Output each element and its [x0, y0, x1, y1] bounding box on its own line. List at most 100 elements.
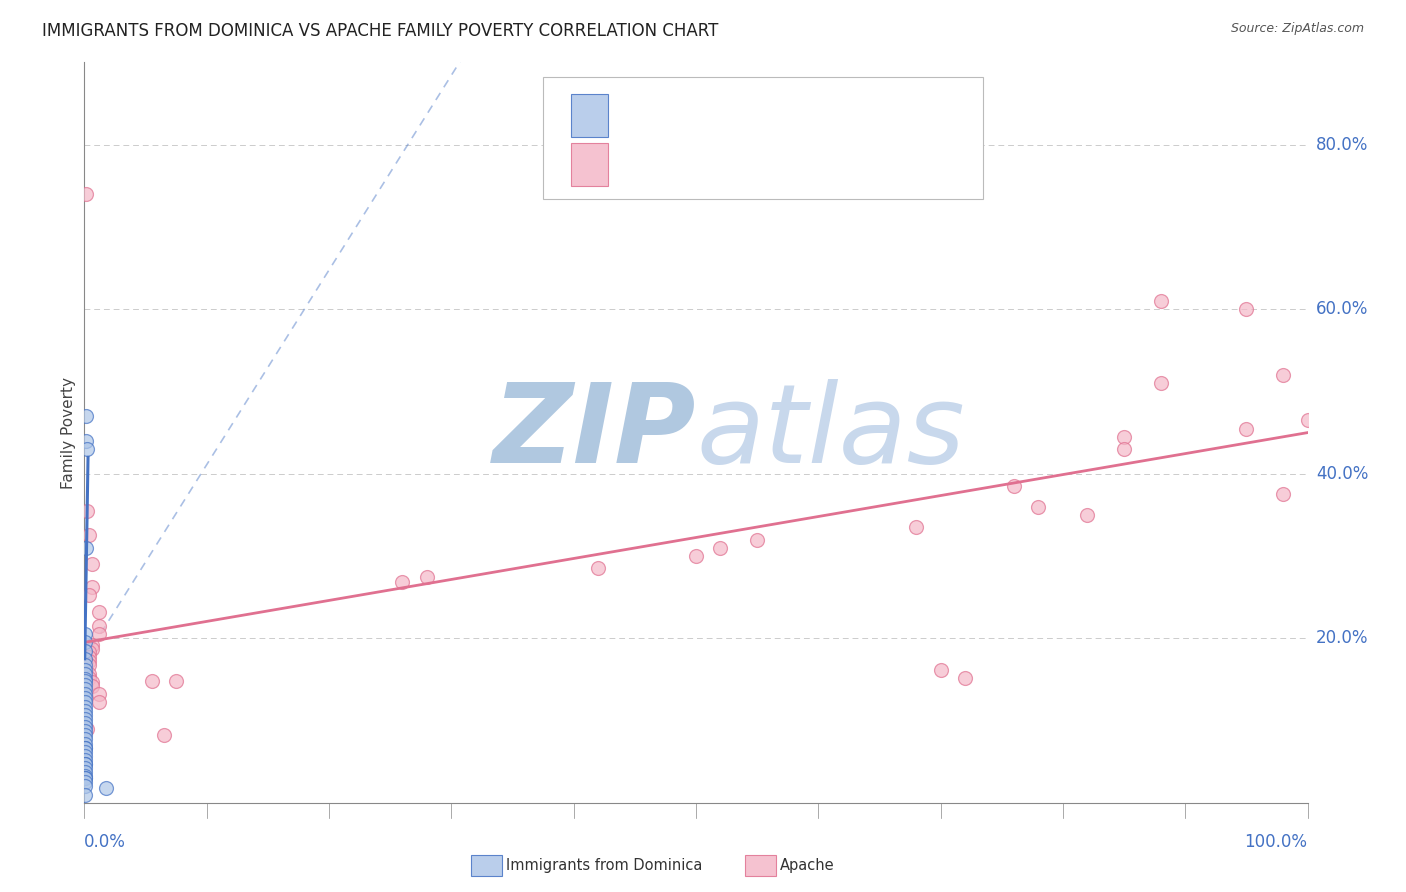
Point [75, 434, 97, 448]
Text: 100.0%: 100.0% [1244, 833, 1308, 851]
Text: 60.0%: 60.0% [1316, 301, 1368, 318]
Point [1272, 368, 1295, 382]
Point [75, 712, 97, 726]
Text: 20.0%: 20.0% [1316, 629, 1368, 648]
Point [73, 737, 96, 751]
Point [1002, 479, 1025, 493]
Point [77, 666, 100, 681]
Point [586, 561, 609, 575]
Point [76, 722, 98, 736]
Point [87, 605, 110, 619]
Point [75, 695, 97, 709]
Point [73, 728, 96, 742]
Point [1150, 376, 1173, 391]
Point [73, 732, 96, 747]
Point [709, 541, 731, 555]
Point [141, 674, 163, 689]
FancyBboxPatch shape [571, 143, 607, 186]
Point [73, 678, 96, 692]
Point [391, 575, 413, 590]
Point [73, 740, 96, 755]
Text: 40.0%: 40.0% [1316, 465, 1368, 483]
Point [73, 657, 96, 672]
Point [75, 769, 97, 783]
Point [75, 707, 97, 722]
Point [80, 638, 103, 652]
Point [685, 549, 707, 563]
Point [73, 757, 96, 772]
Point [80, 558, 103, 572]
Text: IMMIGRANTS FROM DOMINICA VS APACHE FAMILY POVERTY CORRELATION CHART: IMMIGRANTS FROM DOMINICA VS APACHE FAMIL… [42, 22, 718, 40]
Point [73, 720, 96, 734]
Point [75, 765, 97, 780]
Point [953, 671, 976, 685]
Point [1296, 413, 1319, 427]
Point [75, 745, 97, 759]
Point [1114, 442, 1136, 456]
Point [77, 645, 100, 659]
Point [1236, 302, 1258, 317]
Point [73, 771, 96, 785]
Point [73, 643, 96, 657]
Point [75, 761, 97, 775]
Point [80, 679, 103, 693]
Point [73, 663, 96, 677]
Point [73, 716, 96, 731]
Point [416, 569, 439, 583]
Point [75, 541, 97, 555]
Point [73, 635, 96, 649]
Point [73, 673, 96, 687]
Text: 80.0%: 80.0% [1316, 136, 1368, 153]
Point [75, 704, 97, 718]
Point [75, 788, 97, 802]
Point [75, 687, 97, 701]
Text: R = 0.353   N = 44: R = 0.353 N = 44 [628, 107, 813, 125]
Point [77, 671, 100, 685]
Point [75, 691, 97, 706]
Point [75, 771, 97, 785]
Point [87, 687, 110, 701]
Point [87, 627, 110, 641]
Point [153, 728, 176, 742]
Point [80, 580, 103, 594]
Point [77, 650, 100, 665]
Point [75, 699, 97, 714]
Text: atlas: atlas [696, 379, 965, 486]
Point [75, 682, 97, 697]
Point [80, 642, 103, 657]
Point [96, 780, 118, 795]
Point [1150, 293, 1173, 308]
Text: Immigrants from Dominica: Immigrants from Dominica [506, 858, 703, 872]
Point [747, 533, 769, 547]
Text: R = 0.722   N = 46: R = 0.722 N = 46 [628, 155, 813, 174]
Point [73, 740, 96, 755]
Point [87, 619, 110, 633]
Point [77, 589, 100, 603]
Text: ZIP: ZIP [492, 379, 696, 486]
Point [165, 674, 187, 689]
Point [75, 748, 97, 763]
Point [905, 520, 928, 534]
Point [1236, 421, 1258, 435]
Point [73, 627, 96, 641]
Text: Source: ZipAtlas.com: Source: ZipAtlas.com [1230, 22, 1364, 36]
Point [73, 753, 96, 767]
Point [77, 654, 100, 668]
Point [77, 528, 100, 542]
Point [87, 695, 110, 709]
Point [80, 674, 103, 689]
Point [1272, 487, 1295, 501]
Point [73, 674, 96, 689]
Y-axis label: Family Poverty: Family Poverty [60, 376, 76, 489]
Point [76, 442, 98, 456]
Text: 0.0%: 0.0% [84, 833, 127, 851]
Point [73, 724, 96, 739]
Point [75, 775, 97, 789]
Point [1076, 508, 1098, 522]
Text: Apache: Apache [780, 858, 835, 872]
Point [1114, 430, 1136, 444]
Point [75, 409, 97, 424]
Point [76, 504, 98, 518]
Point [75, 187, 97, 202]
Point [73, 667, 96, 681]
